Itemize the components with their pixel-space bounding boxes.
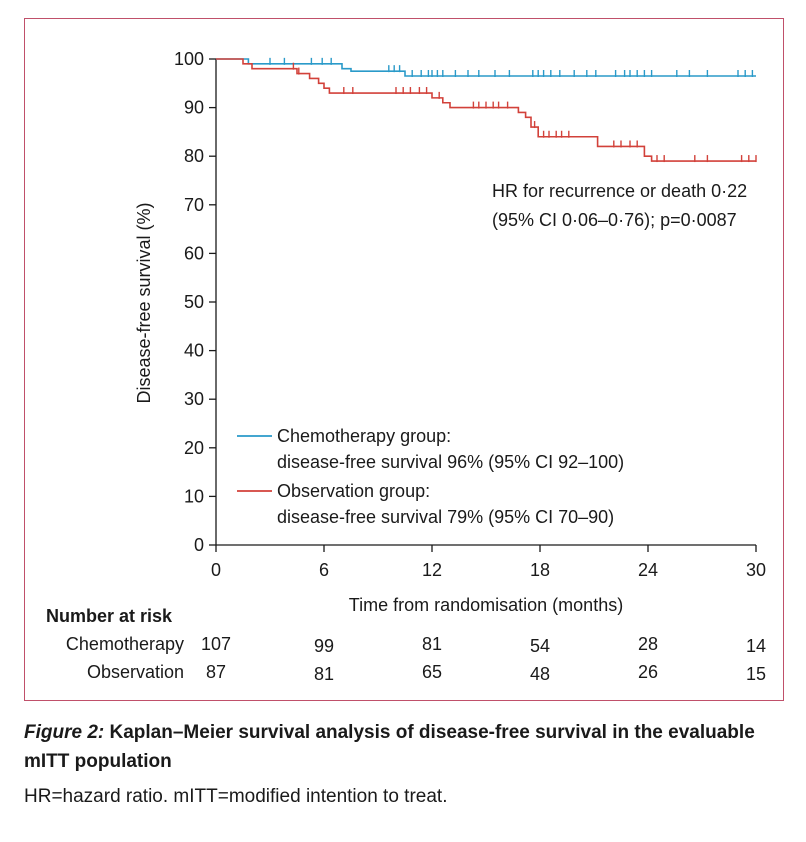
y-tick-label: 50 (184, 292, 204, 312)
legend-chemo-detail: disease-free survival 96% (95% CI 92–100… (277, 452, 624, 472)
risk-row-label: Observation (86, 662, 184, 682)
x-tick-label: 30 (746, 560, 766, 580)
y-tick-label: 70 (184, 195, 204, 215)
y-axis-title: Disease-free survival (%) (134, 202, 154, 403)
figure-frame (24, 18, 784, 701)
figure-caption: Figure 2: Kaplan–Meier survival analysis… (24, 718, 784, 776)
x-tick-label: 6 (319, 560, 329, 580)
y-tick-label: 90 (184, 98, 204, 118)
risk-count: 15 (745, 664, 767, 684)
hr-annotation-line-2: (95% CI 0·06–0·76); p=0·0087 (492, 210, 737, 230)
y-tick-label: 100 (174, 49, 204, 69)
risk-count: 54 (529, 636, 551, 656)
risk-count: 14 (745, 636, 767, 656)
risk-count: 48 (529, 664, 551, 684)
chemo-survival-curve (216, 58, 756, 77)
caption-label: Figure 2: (24, 722, 105, 743)
risk-count: 65 (421, 662, 443, 682)
risk-row-label: Chemotherapy (65, 634, 184, 654)
legend: Chemotherapy group: disease-free surviva… (237, 426, 624, 527)
hr-annotation-line-1: HR for recurrence or death 0·22 (492, 181, 747, 201)
risk-count: 28 (637, 634, 659, 654)
series-layer (216, 57, 757, 163)
caption-title: Kaplan–Meier survival analysis of diseas… (24, 722, 755, 772)
x-tick-label: 18 (530, 560, 550, 580)
x-tick-label: 12 (422, 560, 442, 580)
risk-count: 81 (313, 664, 335, 684)
x-axis-title: Time from randomisation (months) (349, 595, 623, 615)
legend-chemo-name: Chemotherapy group: (277, 426, 451, 446)
y-tick-label: 60 (184, 243, 204, 263)
legend-observation-name: Observation group: (277, 481, 430, 501)
risk-count: 107 (200, 634, 232, 654)
risk-count: 99 (313, 636, 335, 656)
x-tick-label: 24 (638, 560, 658, 580)
km-plot: 0 10 20 30 40 50 60 70 80 90 100 0 6 12 18 24 30 Diseas… (134, 49, 766, 615)
number-at-risk-title: Number at risk (46, 606, 173, 626)
y-tick-label: 30 (184, 389, 204, 409)
risk-count: 81 (421, 634, 443, 654)
y-tick-label: 10 (184, 486, 204, 506)
caption-note: HR=hazard ratio. mITT=modified intention… (24, 786, 448, 807)
legend-observation-detail: disease-free survival 79% (95% CI 70–90) (277, 507, 614, 527)
y-tick-label: 80 (184, 146, 204, 166)
y-tick-label: 20 (184, 438, 204, 458)
y-axis: 0 10 20 30 40 50 60 70 80 90 100 (174, 49, 217, 555)
x-tick-label: 0 (211, 560, 221, 580)
y-tick-label: 40 (184, 341, 204, 361)
risk-count: 87 (205, 662, 227, 682)
risk-count: 26 (637, 662, 659, 682)
observation-survival-curve (216, 58, 756, 162)
y-tick-label: 0 (194, 535, 204, 555)
x-axis: 0 6 12 18 24 30 (211, 544, 766, 580)
